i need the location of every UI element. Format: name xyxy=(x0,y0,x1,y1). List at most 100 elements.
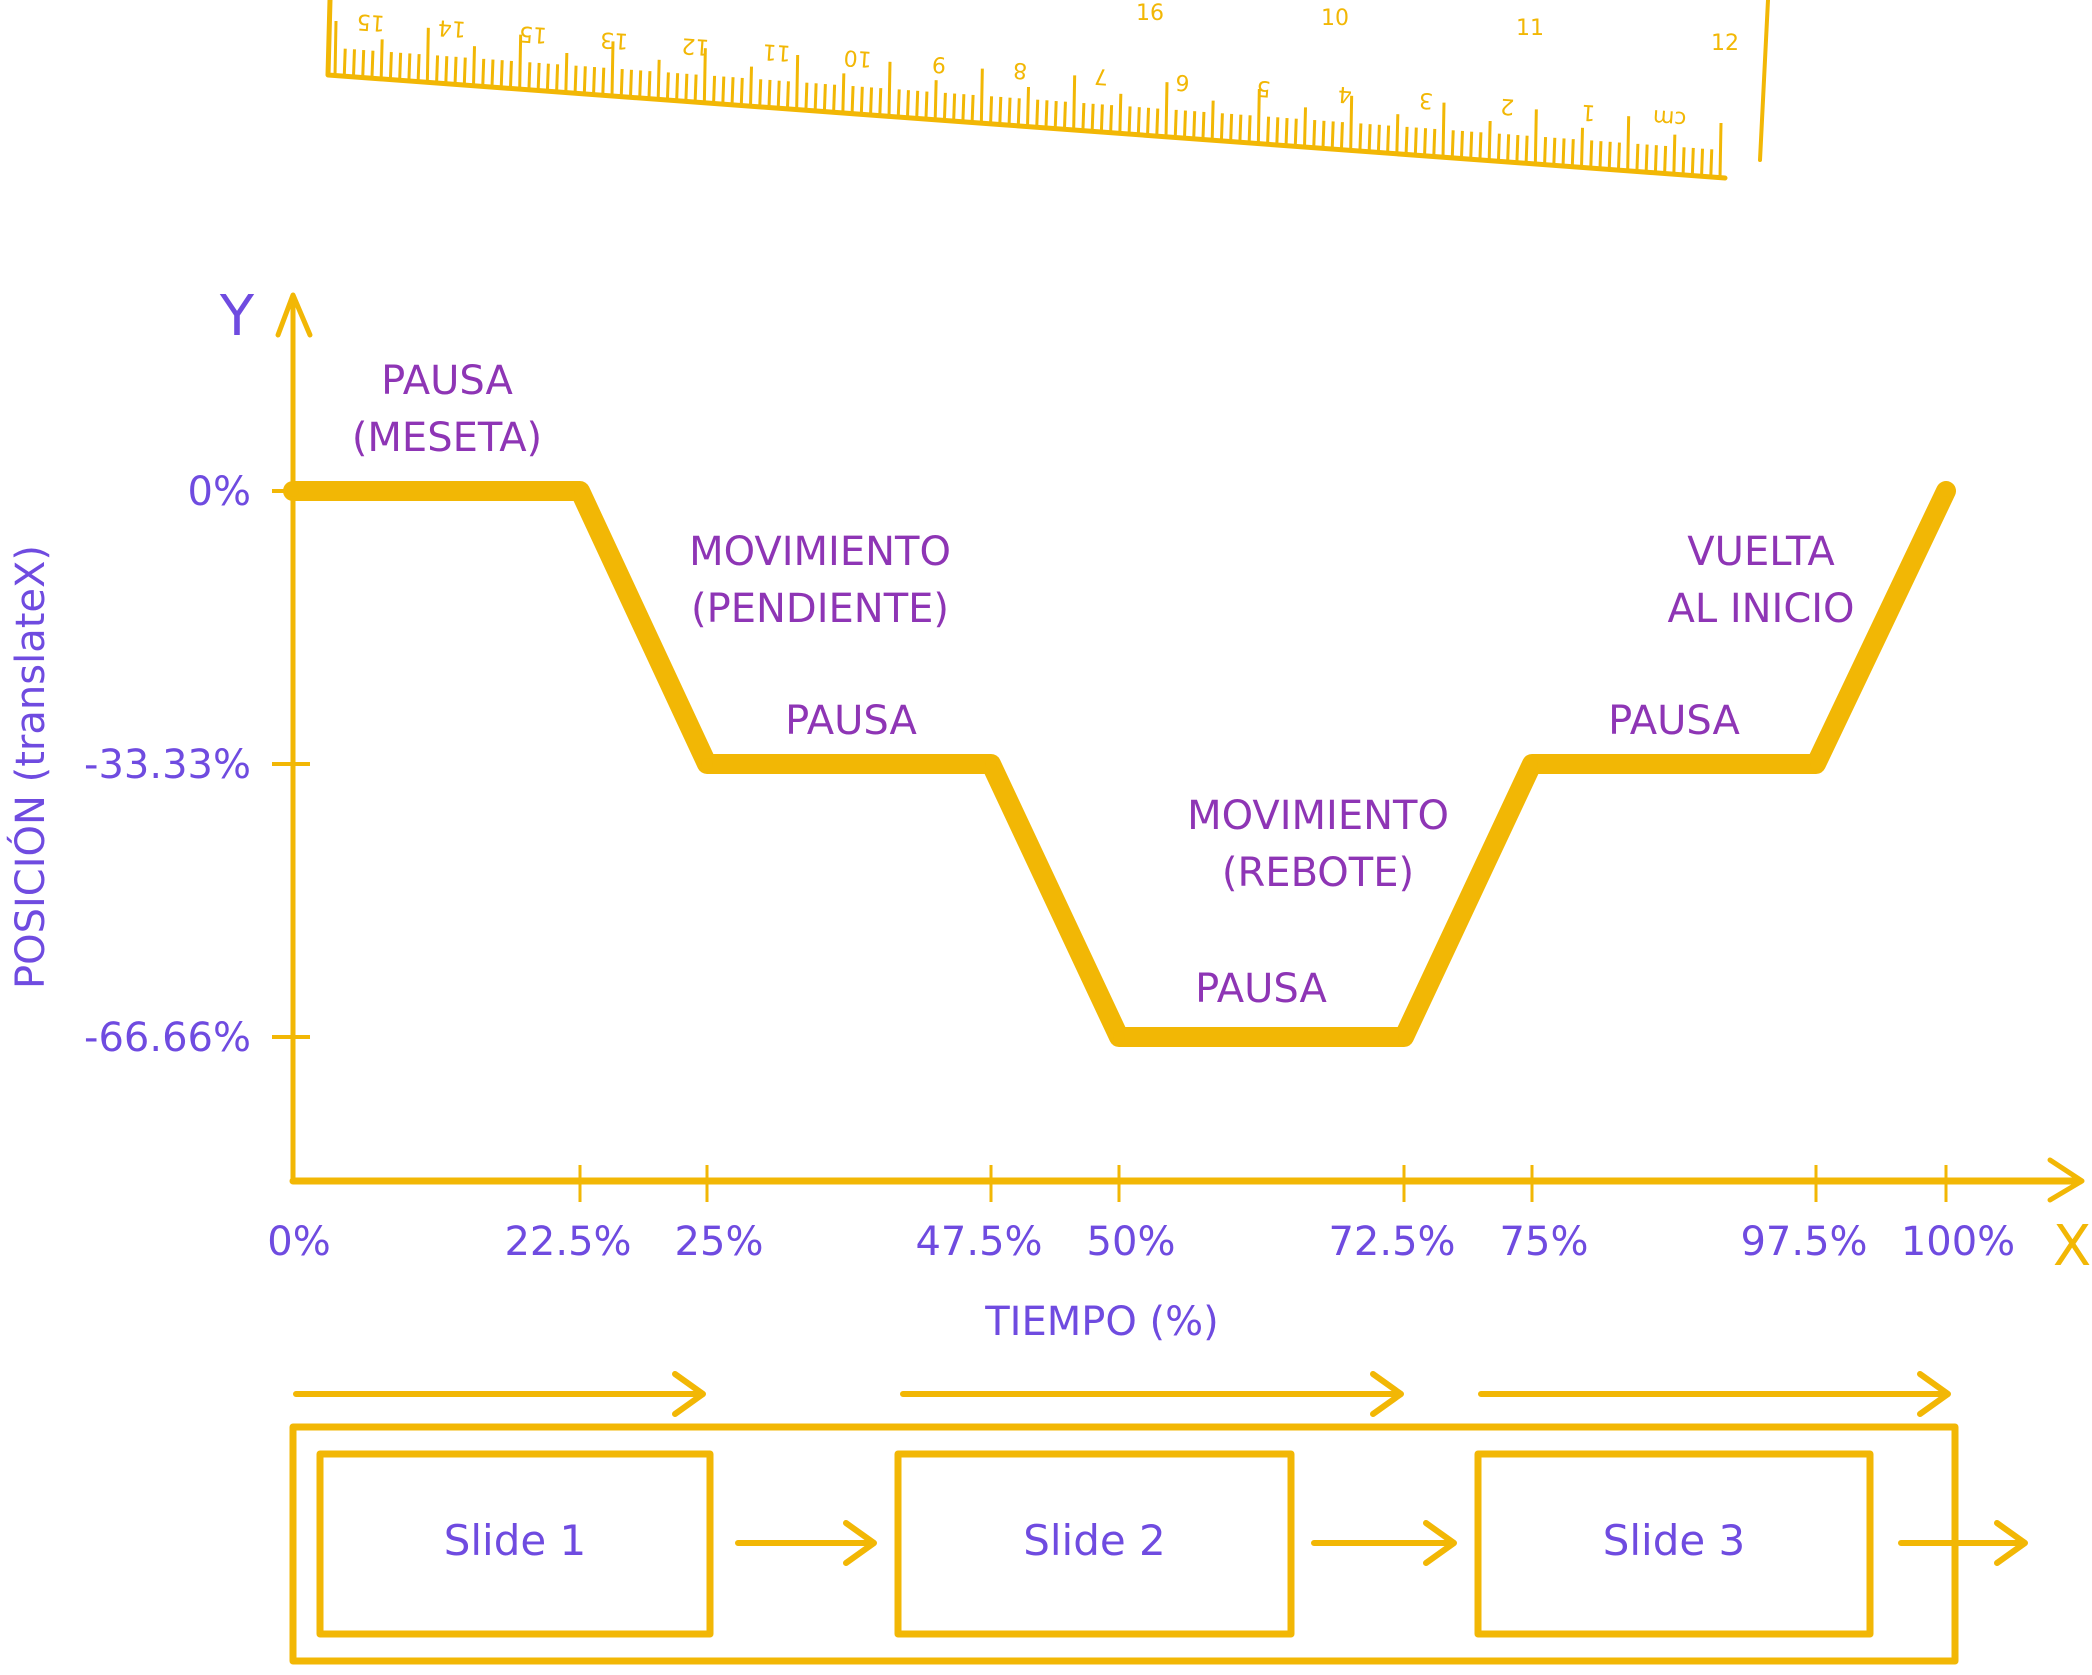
y-axis-letter: Y xyxy=(219,284,255,349)
ruler-tick xyxy=(739,77,744,106)
ruler-tick xyxy=(1718,122,1723,179)
ruler-tick xyxy=(1524,135,1529,164)
ruler-tick xyxy=(1404,126,1409,155)
ruler-tick xyxy=(1672,134,1677,175)
ruler-tick xyxy=(1210,100,1215,141)
ruler-tick xyxy=(998,96,1003,126)
ruler-tick xyxy=(859,86,864,115)
ruler-tick xyxy=(1109,105,1114,134)
ruler-tick xyxy=(1496,133,1501,162)
ruler-tick xyxy=(610,41,615,97)
ruler-tick xyxy=(1035,99,1040,128)
x-axis-letter: X xyxy=(2053,1214,2091,1279)
ruler-tick xyxy=(435,55,440,84)
ruler-tick xyxy=(1330,121,1335,150)
y-axis-arrow-icon xyxy=(275,292,313,338)
slide-box xyxy=(1474,1450,1874,1638)
y-tick-label: 0% xyxy=(188,469,251,515)
ruler-tick xyxy=(527,62,532,91)
ruler-tick xyxy=(813,83,818,112)
ruler-tick xyxy=(1173,109,1178,138)
ruler-tick xyxy=(1506,134,1511,163)
ruler-tick xyxy=(1090,103,1095,132)
ruler-number: 14 xyxy=(437,14,467,41)
ruler-number: cm xyxy=(1652,104,1687,131)
ruler-tick xyxy=(1062,101,1067,130)
ruler-tick xyxy=(758,79,763,108)
ruler-tick xyxy=(1459,130,1464,160)
data-point xyxy=(1113,1031,1125,1043)
ruler-tick xyxy=(1256,88,1261,145)
ruler-tick xyxy=(555,64,560,93)
ruler-tick xyxy=(1192,111,1197,140)
ruler-tick xyxy=(970,94,975,123)
ruler-tick xyxy=(536,62,541,92)
ruler-tick xyxy=(647,71,652,100)
ruler-number: 5 xyxy=(1256,75,1272,101)
ruler-number: 3 xyxy=(1418,87,1434,113)
ruler-tick xyxy=(1469,131,1474,160)
x-tick-label: 72.5% xyxy=(1328,1219,1455,1265)
ruler-tick xyxy=(924,91,929,120)
ruler-number: 2 xyxy=(1499,93,1515,119)
ruler-tick xyxy=(1607,141,1612,170)
ruler-tick xyxy=(425,27,430,83)
ruler-tick xyxy=(361,49,366,79)
ruler-tick xyxy=(472,46,476,87)
ruler-tick xyxy=(1155,108,1160,137)
annotation-label: MOVIMIENTO xyxy=(1187,793,1449,839)
ruler-tick xyxy=(684,73,689,102)
ruler-number: 10 xyxy=(1321,6,1349,31)
ruler-tick xyxy=(342,48,347,77)
ruler-number: 8 xyxy=(1012,57,1028,83)
ruler-tick xyxy=(665,72,670,101)
ruler-tick xyxy=(592,66,597,96)
ruler-tick xyxy=(942,92,947,121)
data-point xyxy=(701,758,713,770)
ruler-tick xyxy=(1127,106,1132,135)
ruler-tick xyxy=(407,53,412,82)
ruler-tick xyxy=(545,63,550,92)
x-tick-label: 22.5% xyxy=(504,1219,631,1265)
slides-diagram: Slide 1 Slide 2 Slide 3 xyxy=(289,1371,2028,1665)
slide-label: Slide 1 xyxy=(444,1516,587,1565)
ruler-tick xyxy=(767,79,772,109)
x-tick-label: 75% xyxy=(1500,1219,1589,1265)
ruler-tick xyxy=(1201,111,1206,140)
ruler-tick xyxy=(702,48,707,104)
ruler-tick xyxy=(1423,128,1428,157)
ruler-tick xyxy=(1487,120,1492,162)
top-arrow-icon xyxy=(1478,1371,1951,1417)
annotation-label: (REBOTE) xyxy=(1222,850,1414,896)
ruler-tick xyxy=(1053,100,1058,130)
annotation-label: PAUSA xyxy=(1608,698,1740,744)
ruler-tick xyxy=(795,54,800,111)
x-tick-label: 0% xyxy=(267,1219,330,1265)
ruler-tick xyxy=(638,70,643,99)
x-tick-label: 97.5% xyxy=(1740,1219,1867,1265)
ruler-tick xyxy=(749,66,753,107)
ruler-tick xyxy=(1413,127,1418,156)
ruler-tick xyxy=(1312,120,1317,149)
ruler-number: 16 xyxy=(1136,1,1164,26)
ruler-tick xyxy=(1284,117,1289,147)
ruler-tick xyxy=(351,49,356,78)
ruler-tick xyxy=(379,39,384,80)
x-axis-arrow-icon xyxy=(2047,1157,2085,1203)
ruler-tick xyxy=(601,67,606,96)
next-arrow-icon xyxy=(735,1520,877,1566)
ruler-tick xyxy=(656,59,661,100)
ruler-tick xyxy=(1219,113,1224,142)
ruler-tick xyxy=(1626,116,1631,172)
ruler-tick xyxy=(1552,137,1557,166)
slide-label: Slide 3 xyxy=(1603,1516,1746,1565)
ruler-tick xyxy=(1358,123,1363,152)
ruler-tick xyxy=(628,69,633,98)
ruler-tick xyxy=(785,81,790,110)
ruler-tick xyxy=(776,80,781,109)
ruler-tick xyxy=(905,90,910,119)
ruler-number: 6 xyxy=(1175,69,1191,95)
ruler-tick xyxy=(1247,115,1252,144)
ruler-tick xyxy=(952,93,957,122)
